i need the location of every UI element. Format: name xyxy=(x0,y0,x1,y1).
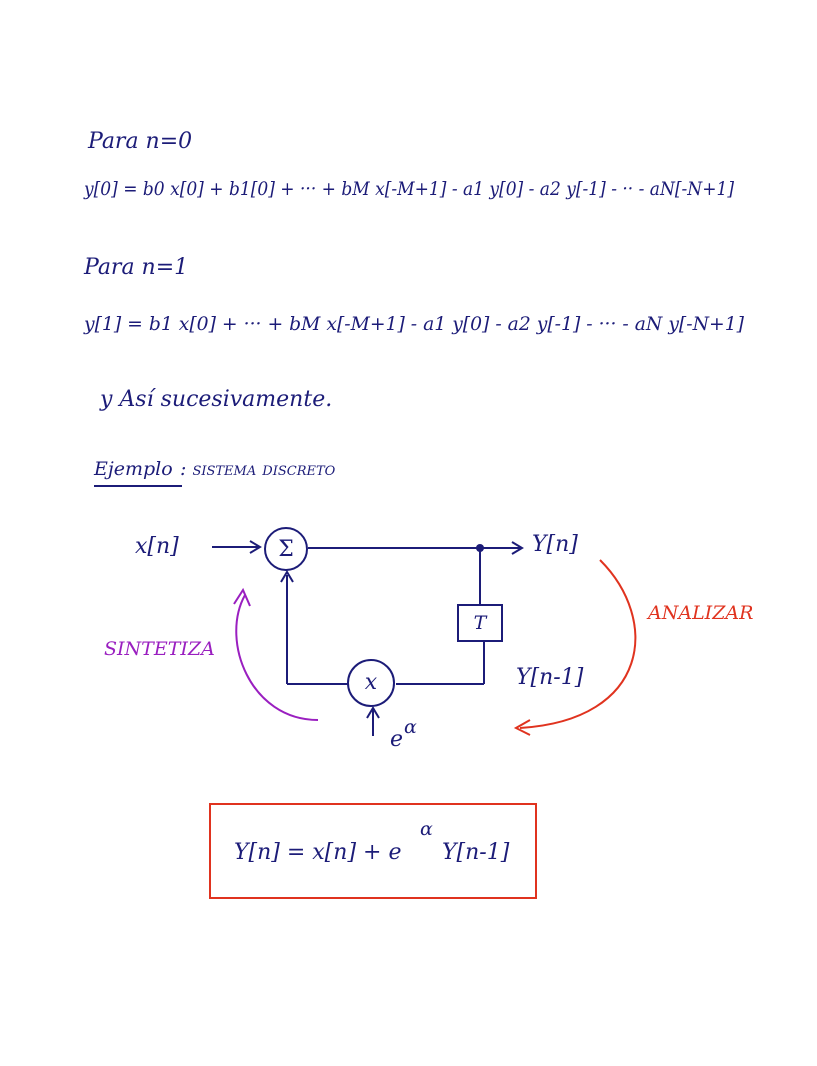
output-label: Y[n] xyxy=(532,532,578,557)
input-label: x[n] xyxy=(135,534,179,559)
synthesize-arrow xyxy=(235,594,319,721)
note-line: Para n=0 xyxy=(87,129,192,154)
arrow-head xyxy=(511,541,524,555)
note-line: y Así sucesivamente. xyxy=(99,387,332,412)
sum-node xyxy=(264,527,308,571)
multiplier-label: x xyxy=(365,670,378,695)
result-rhs: Y[n-1] xyxy=(442,840,510,865)
delay-label: T xyxy=(474,612,488,634)
arrow-head xyxy=(233,587,251,607)
analyze-label: ANALIZAR xyxy=(646,602,753,624)
analyze-arrow xyxy=(519,559,637,729)
arrow-head xyxy=(249,540,262,554)
equation: y[0] = b0 x[0] + b1[0] + ··· + bM x[-M+1… xyxy=(83,178,734,200)
result-exp: α xyxy=(420,818,433,840)
arrow-head xyxy=(280,570,294,583)
gain-exp: α xyxy=(404,716,417,738)
example-heading-rest: : sistema discreto xyxy=(180,458,336,480)
delayed-label: Y[n-1] xyxy=(516,665,584,690)
arrow-head xyxy=(513,719,531,736)
example-heading: Ejemplo xyxy=(93,458,173,480)
delay-block xyxy=(457,604,503,642)
result-box xyxy=(209,803,537,899)
equation: y[1] = b1 x[0] + ··· + bM x[-M+1] - a1 y… xyxy=(83,313,745,335)
note-line: Para n=1 xyxy=(83,255,188,280)
result-lhs: Y[n] = x[n] + e xyxy=(234,840,401,865)
sum-label: Σ xyxy=(278,537,294,562)
arrow-head xyxy=(366,706,380,719)
gain-base: e xyxy=(390,727,403,752)
synthesize-label: SINTETIZA xyxy=(104,638,215,660)
